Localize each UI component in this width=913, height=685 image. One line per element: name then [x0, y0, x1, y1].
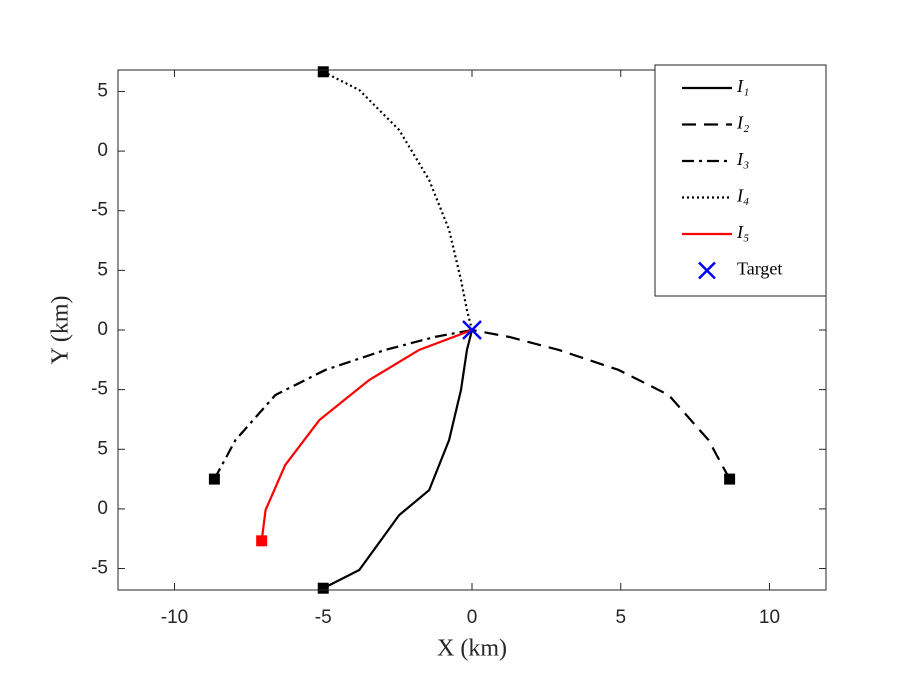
y-tick-label: -5: [91, 200, 108, 221]
start-marker: [256, 535, 268, 547]
legend-swatch: [698, 261, 716, 280]
y-tick-label: 0: [97, 140, 108, 161]
y-tick-label: 5: [97, 259, 108, 280]
trajectory: [260, 328, 473, 541]
x-tick-label: 10: [759, 607, 780, 628]
target-marker: [462, 320, 482, 340]
legend-label: I₂: [736, 113, 749, 133]
trajectory: [471, 328, 731, 480]
y-tick-label: 0: [97, 498, 108, 519]
y-tick-label: 5: [97, 438, 108, 459]
y-tick-label: 0: [97, 319, 108, 340]
x-axis-label: X (km): [437, 636, 507, 662]
y-tick-label: -5: [91, 558, 108, 579]
axes-box: [117, 69, 827, 591]
start-marker: [724, 473, 736, 485]
x-tick-label: 0: [467, 607, 478, 628]
legend-label: I₁: [736, 76, 749, 96]
x-tick-label: 5: [615, 607, 626, 628]
trajectory: [213, 328, 473, 480]
x-tick-label: -10: [161, 607, 188, 628]
x-tick-label: -5: [315, 607, 332, 628]
y-tick-label: 5: [97, 80, 108, 101]
trajectory: [322, 329, 474, 590]
legend-label: Target: [737, 259, 782, 279]
legend-box: [654, 64, 827, 297]
start-marker: [317, 582, 329, 594]
legend-label: I₃: [736, 149, 749, 169]
y-axis-label: Y (km): [48, 295, 74, 364]
start-marker: [317, 66, 329, 78]
legend-label: I₅: [736, 222, 749, 242]
legend-label: I₄: [736, 186, 749, 206]
trajectory: [322, 70, 474, 331]
y-tick-label: -5: [91, 379, 108, 400]
start-marker: [208, 473, 220, 485]
